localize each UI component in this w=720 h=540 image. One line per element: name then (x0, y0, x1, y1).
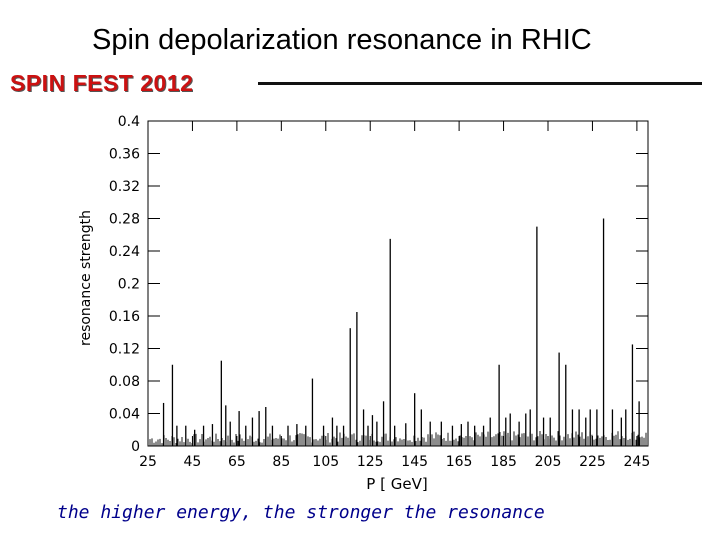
y-tick-label: 0.08 (109, 374, 140, 390)
y-tick-label: 0.28 (109, 212, 140, 228)
y-tick-label: 0.24 (109, 244, 140, 260)
y-tick-label: 0.2 (118, 277, 140, 293)
plot-frame (147, 120, 649, 447)
x-tick-label: 165 (446, 454, 473, 470)
x-tick-layer: 25 45 65 85 105 125 145 165 185 205 225 245 (139, 121, 650, 470)
x-tick-label: 205 (535, 454, 562, 470)
y-tick-label: 0.04 (109, 407, 140, 423)
noise-floor-layer (149, 430, 647, 446)
x-tick-label: 245 (624, 454, 651, 470)
x-tick-label: 45 (184, 454, 202, 470)
y-tick-layer: 0 0.04 0.08 0.12 0.16 0.2 0.24 0.28 0.32 0.36 0.4 (109, 114, 648, 455)
x-tick-label: 65 (228, 454, 246, 470)
slide-title: Spin depolarization resonance in RHIC (92, 24, 592, 56)
x-tick-label: 145 (401, 454, 428, 470)
caption-text: the higher energy, the stronger the reso… (57, 502, 545, 523)
x-axis-label: P [ GeV] (366, 475, 427, 493)
bar-layer (162, 218, 640, 446)
y-tick-label: 0 (131, 439, 140, 455)
y-tick-label: 0.12 (109, 342, 140, 358)
brand-label: SPIN FEST 2012 (10, 70, 194, 96)
y-tick-label: 0.36 (109, 147, 140, 163)
y-tick-label: 0.4 (118, 114, 140, 130)
x-tick-label: 85 (272, 454, 290, 470)
y-tick-label: 0.32 (109, 179, 140, 195)
title-rule (258, 82, 702, 85)
y-tick-label: 0.16 (109, 309, 140, 325)
x-tick-label: 25 (139, 454, 157, 470)
x-tick-label: 225 (579, 454, 606, 470)
y-axis-label: resonance strength (78, 210, 94, 346)
x-tick-label: 105 (312, 454, 339, 470)
x-tick-label: 185 (490, 454, 517, 470)
x-tick-label: 125 (357, 454, 384, 470)
